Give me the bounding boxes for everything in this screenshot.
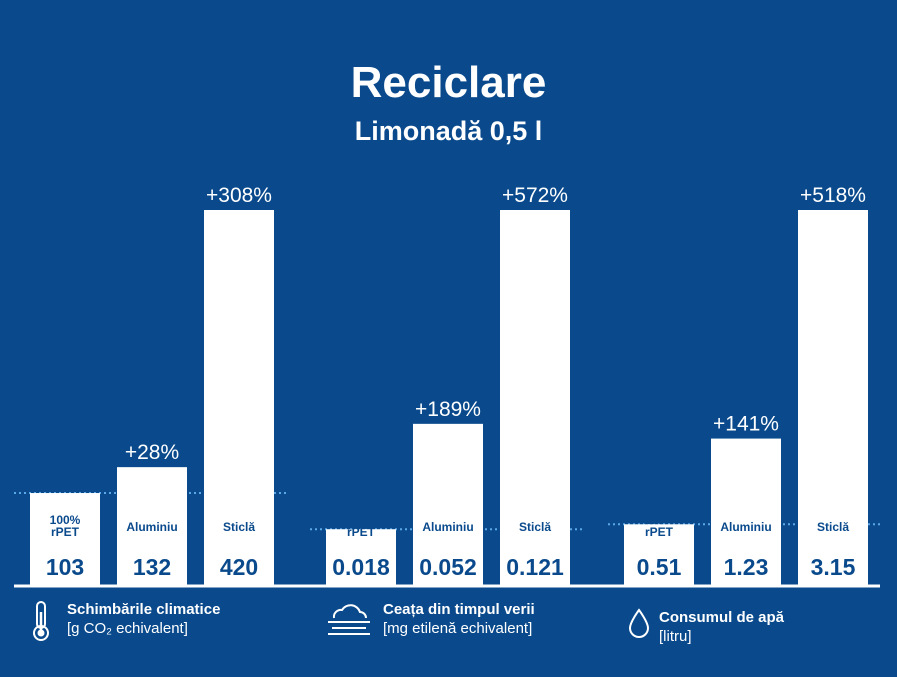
bar-0-0 [30,493,100,585]
value-label-0-0: 103 [46,554,84,580]
change-label-0-1: +28% [125,441,179,464]
category-label-1-1: Aluminiu [422,520,473,534]
change-label-0-2: +308% [206,184,272,207]
value-label-1-2: 0.121 [506,554,564,580]
value-label-0-1: 132 [133,554,171,580]
category-label-2-1: Aluminiu [720,520,771,534]
legend-summer-smog-unit: [mg etilenă echivalent] [383,620,533,637]
bar-1-2 [500,210,570,585]
change-label-2-1: +141% [713,413,779,436]
water-drop-icon [628,608,650,638]
legend-water-consumption-name: Consumul de apă [659,609,785,626]
chart-title: Reciclare [350,58,547,107]
category-label-1-2: Sticlă [519,520,551,534]
legend-climate-change-name: Schimbările climatice [67,601,221,618]
value-label-0-2: 420 [220,554,258,580]
legend-summer-smog: Ceața din timpul verii [mg etilenă echiv… [326,600,596,662]
category-label-0-1: Aluminiu [126,520,177,534]
change-label-1-1: +189% [415,398,481,421]
bar-2-0 [624,524,694,585]
category-label-0-2: Sticlă [223,520,255,534]
legend-summer-smog-name: Ceața din timpul verii [383,601,535,618]
value-label-2-1: 1.23 [724,554,769,580]
fog-icon [328,604,370,635]
category-label-1-0: 100% rPET [346,513,377,539]
legend-water-consumption: Consumul de apă [litru] [628,608,858,654]
legend-water-consumption-unit: [litru] [659,628,692,645]
bar-2-2 [798,210,868,585]
bar-1-1 [413,423,483,585]
change-label-2-2: +518% [800,184,866,207]
legend-climate-change: Schimbările climatice [g CO₂ echivalent] [30,600,280,660]
bar-0-2 [204,210,274,585]
chart-subtitle: Limonadă 0,5 l [354,116,543,146]
bar-2-1 [711,438,781,585]
value-label-1-0: 0.018 [332,554,390,580]
bar-1-0 [326,529,396,585]
category-label-2-0: 100% rPET [644,513,675,539]
change-label-1-2: +572% [502,184,568,207]
value-label-2-2: 3.15 [811,554,856,580]
category-label-0-0: 100% rPET [50,513,81,539]
category-label-2-2: Sticlă [817,520,849,534]
legend-climate-change-unit: [g CO₂ echivalent] [67,620,188,637]
value-label-1-1: 0.052 [419,554,477,580]
thermometer-icon [33,601,49,641]
value-label-2-0: 0.51 [637,554,682,580]
bar-0-1 [117,467,187,585]
